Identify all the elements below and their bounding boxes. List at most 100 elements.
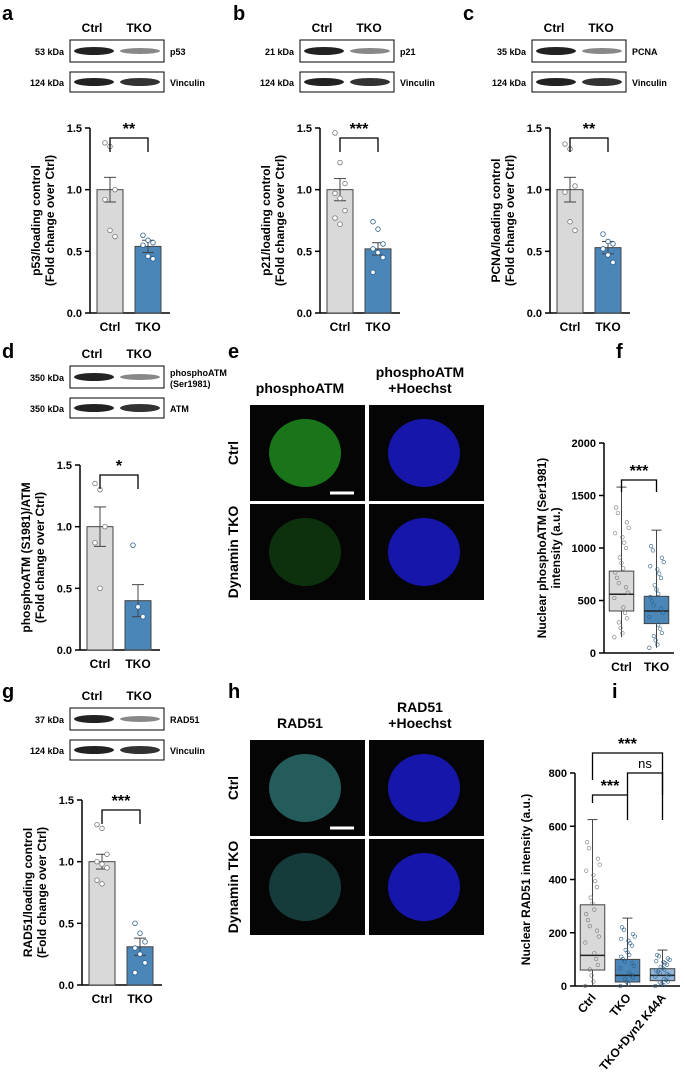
- sig-label: ns: [638, 756, 652, 771]
- nucleus: [388, 518, 460, 586]
- data-point: [616, 581, 621, 586]
- blot-protein: RAD51: [170, 715, 200, 725]
- data-point: [380, 241, 386, 247]
- blot-frame: [69, 365, 165, 389]
- data-point: [615, 510, 621, 516]
- blot-band-tko: [582, 78, 622, 86]
- data-point: [661, 982, 666, 988]
- data-point: [657, 571, 662, 576]
- blot-frame: [299, 39, 395, 63]
- blot-band-ctrl: [74, 715, 114, 723]
- y-label: p53/loading control: [29, 165, 43, 276]
- x-tick-label: Ctrl: [100, 320, 121, 334]
- data-point: [332, 215, 338, 221]
- bar-ctrl: [326, 189, 354, 314]
- blot-lane-label: Ctrl: [82, 21, 103, 35]
- blot-band-ctrl: [304, 47, 344, 55]
- data-point: [142, 960, 148, 966]
- data-point: [375, 249, 381, 256]
- sig-bracket: [620, 479, 658, 492]
- data-point: [622, 540, 627, 545]
- data-point: [595, 962, 601, 968]
- panel-letter: d: [2, 341, 14, 363]
- data-point: [337, 195, 343, 201]
- data-point: [588, 895, 593, 900]
- data-point: [622, 959, 627, 964]
- y-tick-label: 200: [549, 928, 567, 940]
- blot-protein: Vinculin: [632, 78, 667, 88]
- data-point: [587, 967, 592, 972]
- data-point: [92, 540, 98, 546]
- blot-band-ctrl: [536, 78, 576, 86]
- y-tick-label: 0.0: [527, 308, 542, 320]
- data-point: [567, 219, 573, 225]
- blot-frame: [531, 39, 627, 63]
- data-point: [150, 256, 156, 262]
- data-point: [605, 238, 611, 245]
- data-point: [622, 610, 628, 616]
- data-point: [655, 642, 660, 647]
- data-point: [616, 620, 621, 625]
- data-point: [584, 912, 589, 917]
- data-point: [594, 928, 600, 933]
- data-point: [618, 625, 623, 630]
- data-point: [662, 967, 667, 972]
- blot-protein: p21: [400, 47, 416, 57]
- data-point: [651, 634, 656, 639]
- data-point: [656, 954, 662, 959]
- x-tick-label: Ctrl: [560, 320, 581, 334]
- blot-band-tko: [120, 78, 160, 86]
- blot-protein-2: (Ser1981): [170, 379, 211, 389]
- blot-kda: 21 kDa: [265, 47, 295, 57]
- sig-bracket: [339, 137, 379, 152]
- data-point: [597, 862, 602, 867]
- blot-protein: Vinculin: [400, 78, 435, 88]
- data-point: [664, 962, 670, 967]
- data-point: [647, 645, 652, 650]
- blot-kda: 124 kDa: [492, 78, 527, 88]
- data-point: [112, 186, 118, 193]
- data-point: [621, 927, 627, 932]
- blot-frame: [69, 707, 165, 731]
- data-point: [654, 958, 659, 964]
- y-label: RAD51/loading control: [21, 828, 35, 957]
- data-point: [654, 587, 659, 592]
- data-point: [605, 252, 611, 258]
- panel-letter: b: [233, 3, 245, 25]
- data-point: [130, 542, 136, 548]
- blot-kda: 35 kDa: [497, 47, 527, 57]
- data-point: [613, 570, 618, 575]
- blot-band-tko: [120, 374, 160, 380]
- data-point: [99, 825, 105, 832]
- y-label: Nuclear phosphoATM (Ser1981): [535, 458, 549, 638]
- blot-band-tko: [120, 404, 160, 412]
- data-point: [617, 555, 622, 560]
- y-tick-label: 0.0: [57, 645, 72, 657]
- blot-band-ctrl: [74, 404, 114, 412]
- data-point: [620, 535, 625, 540]
- data-point: [132, 969, 138, 976]
- panel-letter: e: [228, 341, 239, 363]
- data-point: [112, 233, 118, 240]
- data-point: [619, 936, 624, 942]
- data-point: [658, 575, 664, 580]
- data-point: [572, 183, 578, 189]
- blot-lane-label: Ctrl: [82, 347, 103, 361]
- data-point: [332, 190, 338, 197]
- data-point: [626, 525, 631, 530]
- data-point: [591, 979, 596, 984]
- data-point: [659, 555, 665, 560]
- data-point: [104, 865, 110, 871]
- sig-label: **: [123, 121, 136, 138]
- data-point: [102, 196, 108, 203]
- data-point: [92, 480, 98, 487]
- data-point: [140, 242, 146, 248]
- micro-row-label: Dynamin TKO: [225, 506, 241, 599]
- blot-band-ctrl: [74, 47, 114, 55]
- y-label-2: (Fold change over Ctrl): [273, 155, 287, 286]
- data-point: [584, 868, 589, 873]
- data-point: [337, 159, 343, 166]
- y-tick-label: 600: [549, 821, 567, 833]
- blot-band-tko: [120, 48, 160, 54]
- nucleus: [269, 754, 341, 822]
